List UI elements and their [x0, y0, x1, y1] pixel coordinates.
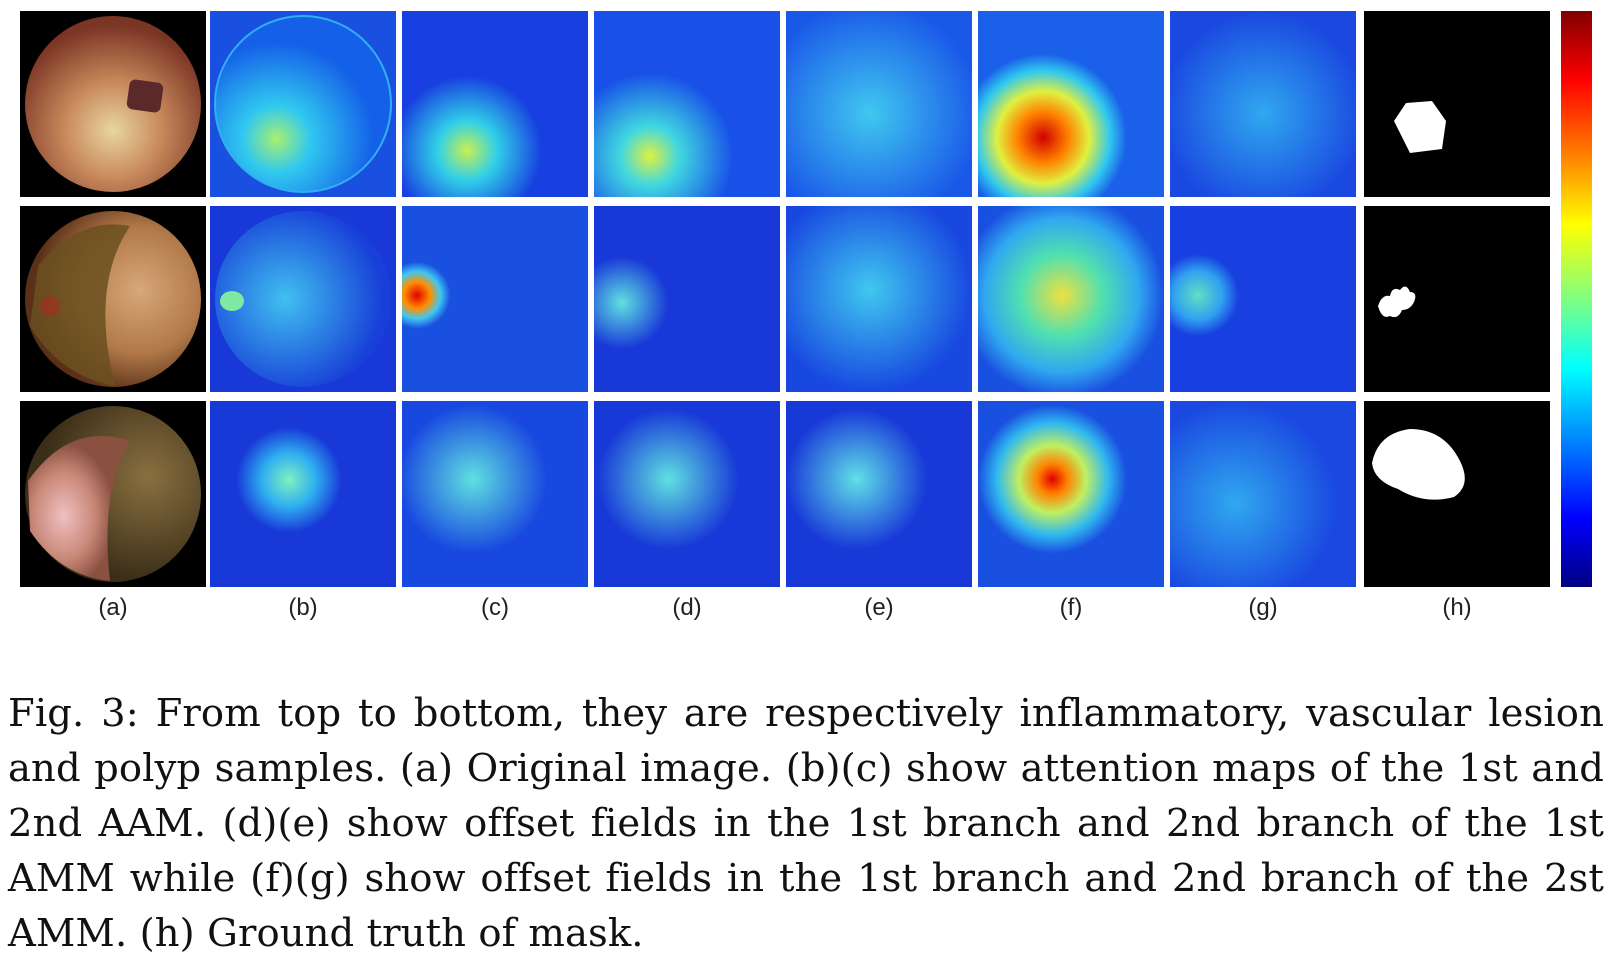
- column-label-f: (f): [1059, 594, 1083, 621]
- offset-field-f-row3: [978, 401, 1164, 587]
- ground-truth-mask-row3: [1364, 401, 1550, 587]
- attention-map-b-row2: [210, 206, 396, 392]
- column-label-h: (h): [1442, 594, 1472, 621]
- attention-map-c-row2: [402, 206, 588, 392]
- attention-map-b-row1: [210, 11, 396, 197]
- offset-field-g-row3: [1170, 401, 1356, 587]
- column-label-d: (d): [672, 594, 702, 621]
- offset-field-d-row2: [594, 206, 780, 392]
- offset-field-d-row3: [594, 401, 780, 587]
- original-image-vascular-lesion: [20, 206, 206, 392]
- attention-map-c-row1: [402, 11, 588, 197]
- original-image-inflammatory: [20, 11, 206, 197]
- offset-field-g-row2: [1170, 206, 1356, 392]
- offset-field-e-row3: [786, 401, 972, 587]
- column-label-g: (g): [1248, 594, 1278, 621]
- colormap-bar: [1561, 11, 1592, 587]
- column-label-a: (a): [98, 594, 128, 621]
- column-label-b: (b): [288, 594, 318, 621]
- figure-caption: Fig. 3: From top to bottom, they are res…: [8, 691, 1604, 956]
- offset-field-f-row1: [978, 11, 1164, 197]
- column-label-c: (c): [481, 594, 509, 621]
- offset-field-g-row1: [1170, 11, 1356, 197]
- ground-truth-mask-row1: [1364, 11, 1550, 197]
- figure-panel: (a) (b) (c) (d) (e) (f) (g) (h): [20, 11, 1592, 621]
- offset-field-e-row2: [786, 206, 972, 392]
- attention-map-b-row3: [210, 401, 396, 587]
- original-image-polyp: [20, 401, 206, 587]
- ground-truth-mask-row2: [1364, 206, 1550, 392]
- offset-field-d-row1: [594, 11, 780, 197]
- offset-field-f-row2: [978, 206, 1164, 392]
- offset-field-e-row1: [786, 11, 972, 197]
- column-label-e: (e): [864, 594, 894, 621]
- attention-map-c-row3: [402, 401, 588, 587]
